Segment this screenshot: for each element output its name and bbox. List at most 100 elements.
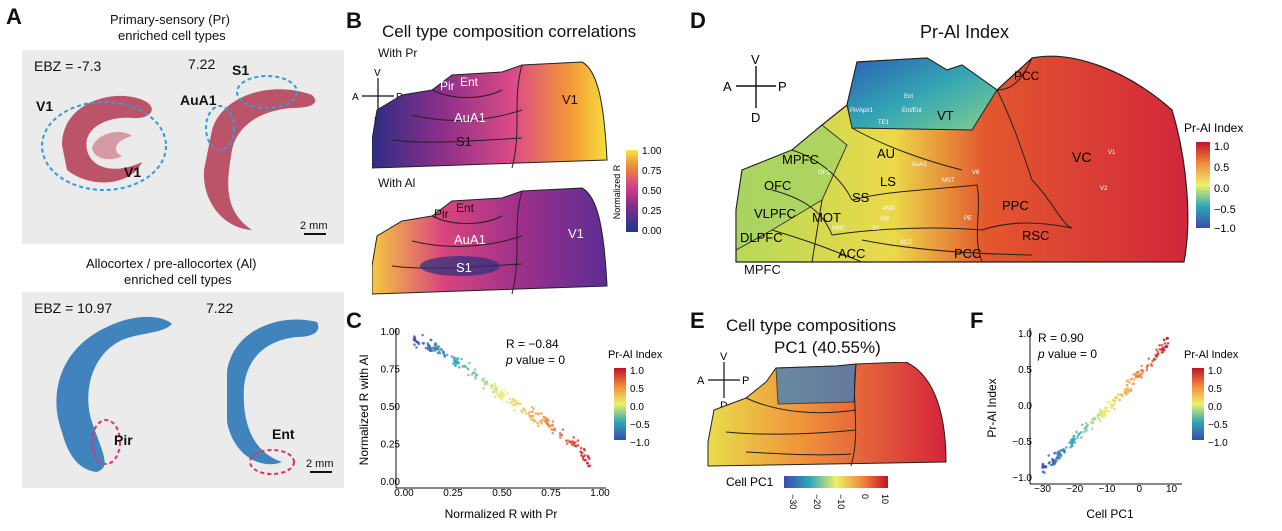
scatter-point [1041, 462, 1045, 466]
scatter-point [524, 412, 528, 415]
scatter-point [545, 422, 549, 425]
label-aua1: AuA1 [180, 92, 217, 108]
scatter-point [545, 417, 548, 420]
scatter-point [1058, 452, 1062, 455]
d-small-0: Ent [904, 94, 913, 100]
d-small-5: V1 [1108, 150, 1116, 156]
scatter-point [1059, 449, 1062, 453]
scatter-point [496, 394, 499, 397]
scatter-point [1097, 412, 1100, 416]
c-leg-4: −1.0 [630, 438, 650, 449]
panel-a-top-sections [41, 75, 326, 235]
scatter-point [490, 386, 493, 390]
scatter-point [436, 345, 439, 349]
d-small-3: TE1 [878, 120, 890, 126]
scatter-point [1072, 434, 1076, 438]
scatter-point [1137, 375, 1141, 378]
scatter-point [586, 454, 590, 458]
scatter-point [1080, 436, 1083, 439]
scatter-point [1091, 417, 1094, 421]
scatter-point [527, 411, 531, 415]
panel-d-title: Pr-Al Index [920, 22, 1010, 42]
scatter-point [1107, 410, 1111, 413]
scatter-point [569, 440, 572, 444]
b-bot-ent: Ent [456, 201, 475, 215]
f-leg-2: 0.0 [1208, 402, 1222, 413]
y-tick-label: 0.75 [381, 365, 401, 376]
scatter-point [1070, 441, 1074, 444]
scatter-point [528, 414, 531, 417]
scatter-point [1105, 400, 1109, 404]
scatter-point [581, 456, 585, 459]
scatter-point [457, 365, 461, 369]
d-legend-bar [1196, 142, 1210, 228]
ent-outline [249, 449, 295, 475]
scatter-point [1048, 461, 1051, 464]
b-top-v1: V1 [562, 92, 578, 107]
b-colorbar-title: Normalized R [612, 164, 622, 219]
scatter-point [1163, 342, 1167, 345]
scatter-point [1109, 403, 1113, 406]
scatter-point [551, 420, 555, 423]
b-top-aua1: AuA1 [454, 110, 486, 125]
b-top-ent: Ent [460, 75, 479, 89]
scatter-point [451, 362, 455, 365]
scatter-point [1150, 364, 1154, 367]
scatter-point [1140, 376, 1143, 379]
scatter-point [1080, 423, 1084, 427]
scatter-point [529, 418, 533, 421]
scatter-point [551, 431, 554, 435]
scatter-point [1166, 342, 1170, 345]
d-region-au: AU [877, 146, 895, 161]
scatter-point [537, 424, 540, 428]
aua1-outline [205, 105, 235, 151]
scatter-point [474, 375, 477, 378]
scatter-point [1126, 390, 1129, 393]
scatter-point [540, 412, 543, 415]
label-v1-b: V1 [124, 164, 142, 180]
b-bot-aua1: AuA1 [454, 232, 486, 247]
scatter-point [490, 384, 494, 387]
panel-a-top-title-1: Primary-sensory (Pr) [110, 12, 230, 27]
scatter-point [576, 439, 580, 442]
panel-e-flatmap [707, 362, 947, 467]
b-colorbar-rect [626, 150, 638, 232]
c-legend-bar [614, 368, 626, 440]
scatter-point [580, 450, 583, 454]
scatter-point [1049, 463, 1053, 467]
scale-label-top: 2 mm [300, 220, 328, 232]
label-v1-a: V1 [36, 98, 54, 114]
compass-e-p: P [742, 375, 749, 387]
scatter-point [456, 357, 460, 360]
panel-e-colorbar: Cell PC1 −30 −20 −10 0 10 [726, 475, 890, 509]
scatter-point [536, 421, 539, 424]
scatter-point [493, 395, 497, 399]
scatter-point [1075, 430, 1078, 434]
scatter-point [531, 414, 535, 418]
f-leg-0: 1.0 [1208, 366, 1222, 377]
x-tick-label: 10 [1166, 484, 1178, 495]
scatter-point [1157, 352, 1160, 356]
d-region-vc: VC [1072, 149, 1091, 165]
scatter-point [1073, 441, 1077, 444]
panel-e-letter: E [690, 308, 705, 333]
scatter-point [452, 356, 456, 360]
d-small-15: ACC [900, 240, 913, 246]
c-leg-0: 1.0 [630, 366, 644, 377]
scatter-point [1072, 438, 1076, 441]
scatter-point [1165, 336, 1169, 340]
panel-a-bottom-title-2: enriched cell types [124, 272, 232, 287]
scatter-point [542, 415, 546, 419]
f-legend-bar [1192, 368, 1204, 440]
e-cb-tick-3: 0 [860, 494, 870, 499]
scatter-point [467, 368, 470, 371]
x-tick-label: −20 [1066, 484, 1083, 495]
scatter-point [1146, 363, 1150, 367]
b-bot-s1: S1 [456, 260, 472, 275]
scatter-point [1151, 360, 1154, 363]
f-xlabel: Cell PC1 [1086, 507, 1134, 521]
f-leg-3: −0.5 [1208, 420, 1228, 431]
scatter-point [1158, 348, 1161, 351]
d-small-4: AuA1 [912, 162, 927, 168]
scatter-point [539, 420, 542, 423]
